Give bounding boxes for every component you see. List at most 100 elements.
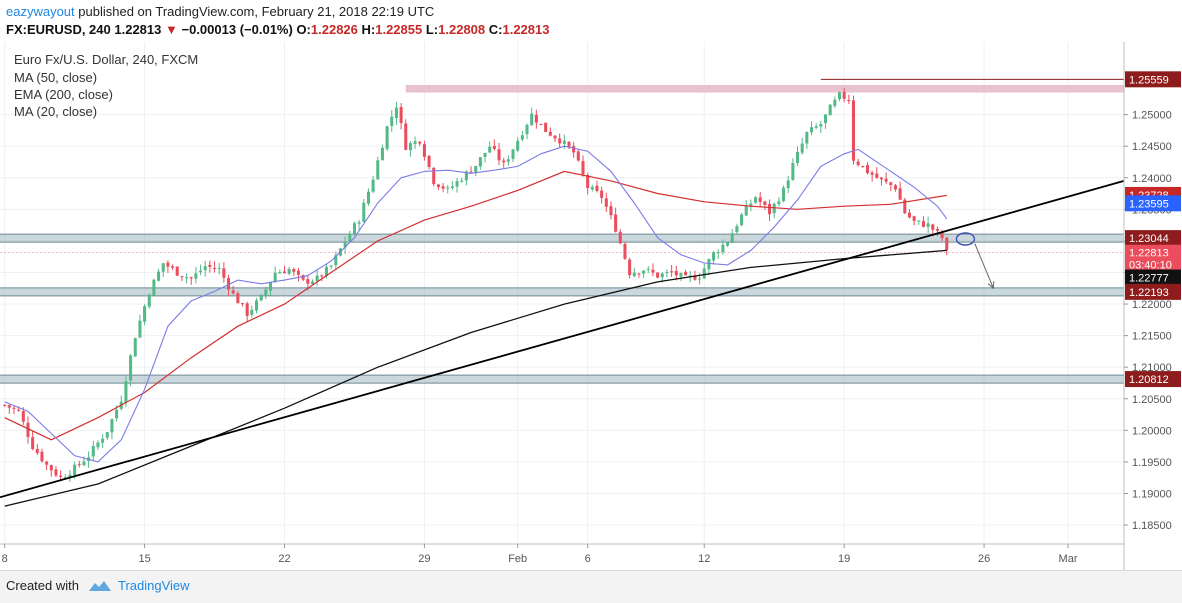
candle-body [618,231,622,244]
candle-body [800,143,804,153]
candle-body [306,279,310,284]
candle-body [105,432,109,438]
candle-body [740,214,744,226]
time-axis[interactable]: 8 15 22 29 Feb 6 12 19 26 Mar [2,544,1078,565]
candle-body [837,92,842,100]
candle-body [278,272,282,274]
candle-body [408,143,412,151]
candle-body [366,191,370,204]
price-label: 1.22193 [1129,287,1169,299]
candle-body [446,187,450,189]
last-price: 1.22813 [114,22,162,37]
x-tick-label: 19 [838,553,850,565]
candle-body [35,448,39,454]
price-label-bg [1125,195,1181,212]
candle-body [749,203,753,207]
candle-body [380,147,384,161]
candle-body [455,181,459,187]
candle-body [157,271,161,281]
candle-body [730,233,734,244]
candle-body [814,126,818,128]
candle-body [101,438,105,443]
legend-ma50[interactable]: MA (50, close) [14,70,97,85]
author-link[interactable]: eazywayout [6,4,75,19]
candle-body [865,165,870,174]
candle-body [110,419,114,433]
candle-body [404,123,408,150]
candle-body [772,203,776,214]
price-chart[interactable]: 1.250001.245001.240001.235001.230001.225… [0,42,1182,570]
candle-body [721,244,725,253]
candle-body [334,255,338,266]
candle-body [670,271,674,273]
candle-body [166,262,170,267]
candle-body [413,141,417,144]
candle-body [768,203,772,215]
y-tick-label: 1.24000 [1132,173,1172,185]
candle-body [786,180,790,189]
candle-body [693,276,697,280]
candle-body [646,268,650,270]
price-label: 1.23595 [1129,198,1169,210]
support-zone [0,234,1124,243]
legend-ema200[interactable]: EMA (200, close) [14,87,113,102]
price-axis[interactable]: 1.250001.245001.240001.235001.230001.225… [1124,110,1172,532]
candle-body [268,282,273,291]
candle-body [847,99,851,101]
candle-body [310,281,314,285]
candle-body [758,197,762,202]
candle-body [147,294,151,307]
ma20-line [4,145,948,463]
price-label-bg [1125,256,1181,273]
candle-body [488,146,492,153]
candle-body [530,113,534,126]
candle-body [45,461,49,465]
candle-body [436,184,440,188]
legend-ma20[interactable]: MA (20, close) [14,104,97,119]
ema200-line [4,249,947,507]
candle-body [842,91,846,99]
tradingview-logo-icon [89,581,111,591]
candle-body [478,157,482,167]
candle-body [926,223,930,227]
candle-body [73,464,77,476]
candle-body [931,224,935,230]
candle-body [357,222,361,224]
price-label: 1.23044 [1129,233,1169,245]
candle-body [3,404,7,406]
candle-body [315,275,319,282]
candle-body [385,126,389,149]
price-label: 1.25559 [1129,74,1169,86]
candle-body [912,216,916,221]
candle-body [506,159,510,162]
candle-body [534,114,538,123]
candle-body [376,160,380,180]
candle-body [222,268,226,278]
candle-body [194,273,198,279]
candle-body [324,266,328,277]
candle-body [483,152,487,157]
legend-title: Euro Fx/U.S. Dollar, 240, FXCM [14,52,198,67]
y-tick-label: 1.25000 [1132,110,1172,122]
candle-body [656,272,660,278]
y-tick-label: 1.20000 [1132,425,1172,437]
tradingview-link[interactable]: TradingView [118,578,190,593]
low-label: L: [425,22,439,37]
candle-body [819,124,823,127]
price-label-bg [1125,371,1181,388]
candle-body [562,140,566,144]
candle-body [254,300,259,311]
candle-body [576,151,580,161]
candle-body [940,231,944,239]
candle-body [879,177,883,180]
candle-body [586,174,590,189]
candle-body [264,289,268,296]
candle-body [352,223,356,235]
candle-body [296,270,301,275]
candle-body [441,186,445,189]
x-tick-label: 12 [698,553,710,565]
candle-body [133,338,137,357]
candle-body [203,266,207,271]
candle-body [805,132,809,144]
candle-body [945,237,949,251]
